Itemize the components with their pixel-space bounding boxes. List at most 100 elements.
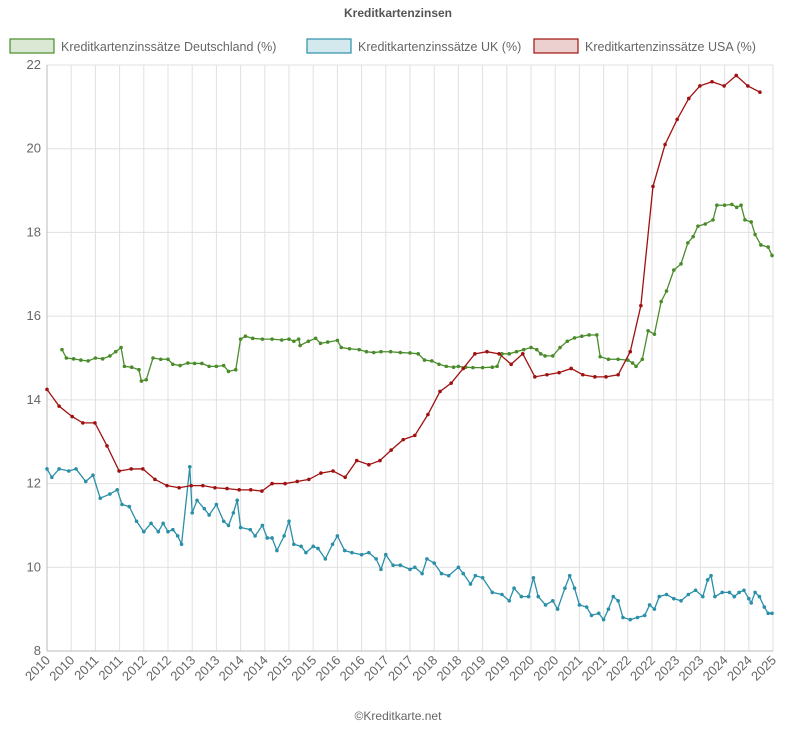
data-point [545, 372, 549, 377]
data-point [659, 299, 663, 304]
data-point [270, 481, 274, 486]
data-point [108, 354, 112, 358]
x-tick-label: 2016 [312, 653, 343, 684]
data-point [536, 594, 541, 599]
data-point [598, 354, 603, 359]
y-tick-label: 10 [27, 559, 41, 574]
data-point [70, 414, 74, 419]
data-point [507, 598, 512, 603]
data-point [91, 473, 95, 478]
y-tick-label: 18 [27, 224, 41, 239]
data-point [628, 349, 633, 354]
x-tick-label: 2011 [71, 653, 101, 683]
legend-item: Kreditkartenzinssätze USA (%) [533, 38, 756, 54]
data-point [461, 571, 466, 576]
data-point [214, 502, 219, 507]
data-point [703, 222, 708, 226]
data-point [557, 370, 561, 375]
data-point [611, 594, 616, 599]
x-tick-label: 2020 [506, 653, 537, 684]
data-point [606, 607, 611, 611]
data-point [117, 469, 121, 473]
x-tick-label: 2010 [22, 653, 53, 684]
data-point [711, 218, 715, 222]
data-point [526, 594, 531, 599]
data-point [587, 333, 591, 337]
data-point [113, 349, 118, 354]
data-point [226, 523, 231, 528]
y-tick-label: 8 [34, 643, 41, 658]
data-point [83, 479, 88, 484]
data-point [572, 336, 577, 340]
y-tick-label: 16 [27, 308, 41, 323]
x-tick-label: 2013 [167, 653, 198, 684]
data-point [426, 412, 430, 417]
data-point [367, 462, 371, 467]
x-tick-label: 2019 [482, 653, 513, 684]
x-tick-label: 2017 [361, 653, 392, 684]
data-point [299, 544, 303, 549]
data-point [186, 361, 190, 365]
data-point [292, 339, 296, 344]
data-point [569, 366, 573, 371]
data-point [701, 594, 705, 599]
data-point [213, 485, 217, 490]
data-point [342, 548, 347, 553]
data-point [473, 573, 478, 578]
data-point [490, 590, 495, 595]
data-point [389, 448, 393, 452]
data-point [74, 467, 78, 471]
data-point [737, 590, 741, 595]
data-point [663, 142, 667, 147]
y-tick-label: 14 [27, 392, 41, 407]
x-tick-label: 2024 [700, 653, 731, 684]
source: ©Kreditkarte.net [355, 709, 443, 723]
x-tick-label: 2017 [385, 653, 416, 684]
data-point [521, 347, 526, 352]
x-tick-label: 2015 [264, 653, 295, 684]
data-point [693, 588, 698, 593]
data-point [367, 550, 371, 555]
data-point [413, 433, 417, 438]
data-point [238, 525, 243, 530]
data-point [166, 357, 170, 362]
data-point [64, 356, 69, 360]
data-point [758, 90, 762, 95]
data-point [572, 586, 577, 591]
data-point [589, 613, 594, 618]
x-tick-label: 2013 [191, 653, 222, 684]
x-tick-label: 2024 [724, 653, 755, 684]
x-tick-label: 2022 [603, 653, 634, 684]
data-point [471, 365, 475, 370]
data-point [142, 529, 146, 534]
data-point [519, 594, 524, 599]
data-point [749, 601, 754, 605]
data-point [311, 544, 316, 549]
x-tick-label: 2012 [143, 653, 174, 684]
data-point [190, 511, 194, 515]
data-point [292, 542, 296, 547]
x-tick-label: 2014 [216, 653, 247, 684]
data-point [260, 489, 264, 493]
data-point [743, 218, 747, 222]
data-point [120, 502, 124, 507]
data-point [543, 354, 547, 358]
data-point [296, 337, 301, 341]
data-point [580, 372, 585, 377]
data-point [253, 534, 257, 538]
data-point [640, 357, 645, 362]
data-point [507, 352, 512, 356]
legend-label: Kreditkartenzinssätze UK (%) [358, 40, 521, 54]
data-point [339, 345, 344, 350]
data-point [221, 519, 226, 524]
legend-swatch [9, 38, 55, 54]
data-point [331, 469, 335, 473]
data-point [408, 351, 412, 355]
data-point [384, 552, 388, 557]
data-point [57, 404, 61, 408]
data-point [307, 477, 311, 482]
data-point [512, 586, 516, 591]
data-point [81, 421, 85, 425]
x-tick-label: 2023 [675, 653, 706, 684]
data-point [514, 349, 519, 354]
